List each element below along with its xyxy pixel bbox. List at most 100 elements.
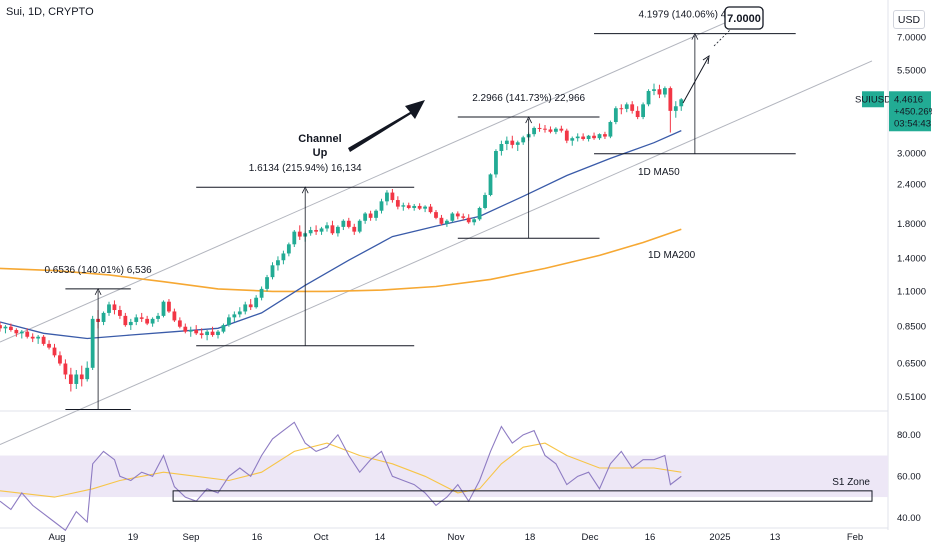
candle-body xyxy=(199,333,204,336)
last-price-box xyxy=(889,91,931,132)
candle-body xyxy=(341,220,346,227)
candle-body xyxy=(63,363,68,375)
candle-body xyxy=(483,195,487,208)
candle-body xyxy=(466,217,471,223)
candle-body xyxy=(177,320,182,327)
candle-body xyxy=(630,104,635,111)
candle-body xyxy=(346,220,351,227)
candle-body xyxy=(194,329,199,334)
price-tick: 3.0000 xyxy=(897,149,926,160)
channel-arrow xyxy=(348,100,425,152)
candle-body xyxy=(613,108,618,123)
price-tick: 2.4000 xyxy=(897,179,926,190)
candle-body xyxy=(248,304,253,308)
candle-body xyxy=(74,374,79,384)
rsi-line xyxy=(0,421,682,532)
candle-body xyxy=(0,325,2,329)
candle-body xyxy=(641,104,645,118)
candle-body xyxy=(619,108,624,110)
candle-body xyxy=(210,331,215,336)
candle-body xyxy=(477,207,482,220)
candle-body xyxy=(374,210,378,218)
candle-body xyxy=(570,138,575,141)
candle-body xyxy=(90,318,95,368)
candle-body xyxy=(673,106,678,111)
candle-body xyxy=(79,374,84,380)
candle-body xyxy=(232,314,237,318)
time-tick: 2025 xyxy=(709,532,730,543)
candle-body xyxy=(259,288,264,298)
candle-body xyxy=(581,136,586,139)
candle-body xyxy=(47,343,51,348)
candle-body xyxy=(118,310,122,316)
time-tick: Nov xyxy=(448,532,465,543)
projection-arrow-line xyxy=(682,57,709,104)
candle-body xyxy=(319,228,324,232)
ma50-label: 1D MA50 xyxy=(638,167,680,178)
candle-body xyxy=(521,137,526,143)
candle-body xyxy=(25,331,30,337)
candle-body xyxy=(270,265,275,278)
candle-body xyxy=(286,244,291,254)
candle-body xyxy=(401,205,406,207)
channel-lower-line xyxy=(0,60,873,446)
candle-body xyxy=(423,206,427,209)
candle-body xyxy=(461,216,466,218)
candle-body xyxy=(145,318,150,324)
candle-body xyxy=(445,220,449,224)
ma200-label: 1D MA200 xyxy=(648,250,696,261)
candle-body xyxy=(352,226,357,232)
candle-body xyxy=(510,140,515,145)
candle-body xyxy=(297,231,302,237)
price-tick: 7.0000 xyxy=(897,32,926,43)
s1-zone-label: S1 Zone xyxy=(832,477,870,488)
candle-body xyxy=(575,136,580,139)
last-price-change: +450.26% xyxy=(894,106,932,117)
time-tick: Dec xyxy=(582,532,599,543)
measure-label: 2.2966 (141.73%) 22,966 xyxy=(472,93,585,104)
channel-up-label: Up xyxy=(313,147,328,159)
measure-arrow-head xyxy=(301,186,309,194)
measure-label: 0.6536 (140.01%) 6,536 xyxy=(44,265,152,276)
candle-body xyxy=(428,206,433,213)
candle-body xyxy=(543,128,547,130)
candle-body xyxy=(663,88,667,95)
rsi-tick: 40.00 xyxy=(897,513,921,524)
candle-body xyxy=(167,301,171,312)
candle-body xyxy=(586,135,591,139)
candle-body xyxy=(363,213,368,221)
channel-up-label: Channel xyxy=(298,133,341,145)
candle-body xyxy=(68,374,73,384)
candle-body xyxy=(58,355,62,364)
time-tick: Sep xyxy=(183,532,200,543)
candle-body xyxy=(237,311,242,315)
candle-body xyxy=(330,225,335,234)
candle-body xyxy=(216,331,220,336)
candle-body xyxy=(292,231,297,245)
candle-body xyxy=(515,142,520,145)
candle-body xyxy=(183,326,188,332)
candle-body xyxy=(603,134,607,137)
candle-body xyxy=(188,329,193,332)
candle-body xyxy=(406,205,411,208)
candle-body xyxy=(3,326,8,329)
candle-body xyxy=(221,325,226,332)
candle-body xyxy=(548,129,553,132)
candle-body xyxy=(227,317,231,326)
candle-body xyxy=(564,130,569,141)
currency-button[interactable]: USD xyxy=(893,10,925,29)
time-tick: 19 xyxy=(128,532,139,543)
time-tick: Aug xyxy=(49,532,66,543)
target-box xyxy=(724,6,764,30)
candle-body xyxy=(635,110,640,118)
candle-body xyxy=(646,90,651,105)
candle-body xyxy=(265,277,269,289)
candle-body xyxy=(417,205,422,209)
candle-body xyxy=(592,135,596,139)
time-tick: 16 xyxy=(645,532,656,543)
candle-body xyxy=(488,174,493,196)
price-tick: 1.8000 xyxy=(897,219,926,230)
candle-body xyxy=(308,230,313,234)
candle-body xyxy=(624,104,629,109)
